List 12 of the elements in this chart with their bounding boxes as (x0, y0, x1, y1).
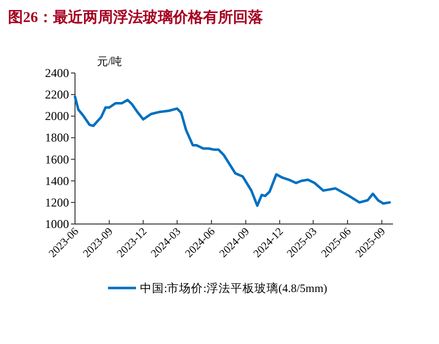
y-tick-label: 1800 (45, 130, 69, 145)
y-tick-label: 1400 (45, 174, 69, 188)
y-tick-label: 2200 (45, 88, 69, 102)
legend-label: 中国:市场价:浮法平板玻璃(4.8/5mm) (140, 281, 328, 295)
y-tick-label: 2400 (45, 66, 69, 80)
y-axis-title: 元/吨 (97, 55, 122, 68)
y-tick-label: 1200 (45, 195, 69, 210)
y-tick-label: 2000 (45, 109, 69, 124)
y-tick-label: 1600 (45, 152, 69, 166)
chart-title: 图26：最近两周浮法玻璃价格有所回落 (8, 8, 264, 26)
line-series (74, 95, 391, 207)
y-tick-label: 1000 (45, 217, 69, 231)
